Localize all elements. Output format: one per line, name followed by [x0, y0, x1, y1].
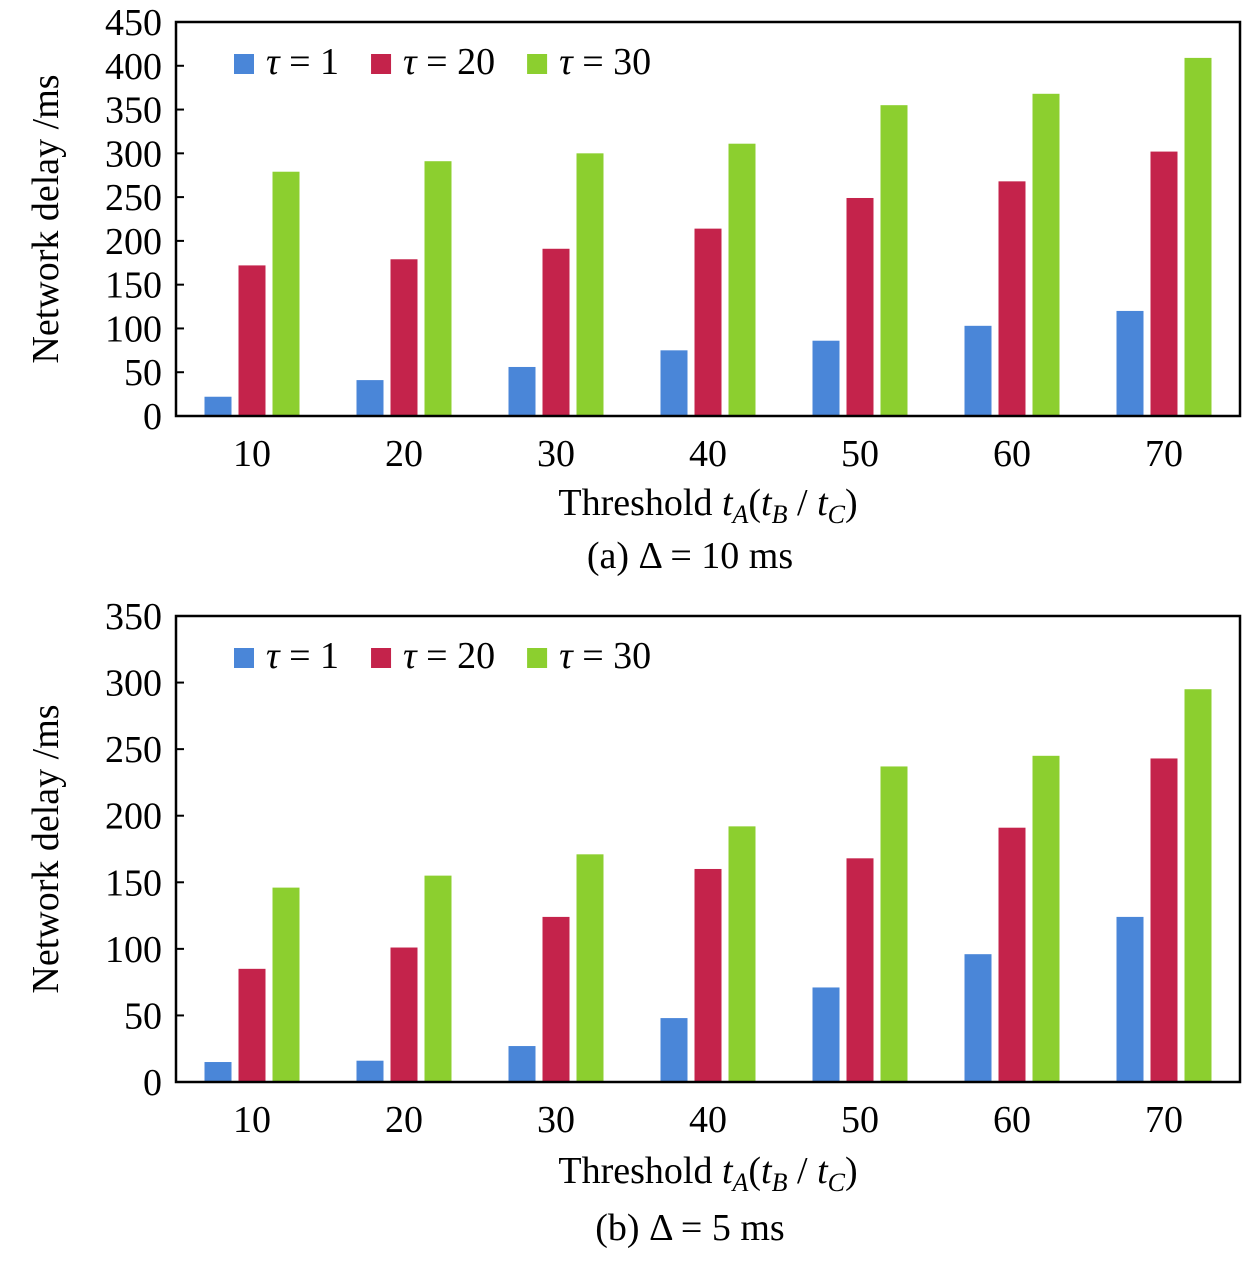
legend-label-2: τ = 20 [403, 41, 495, 83]
bar-b-s3-70 [1184, 689, 1212, 1082]
y-tick-label: 50 [124, 352, 162, 394]
bar-b-s2-20 [390, 947, 418, 1082]
bar-a-s1-10 [204, 396, 232, 416]
bar-a-s1-60 [964, 325, 992, 416]
bar-b-s1-70 [1116, 916, 1144, 1082]
legend-swatch-2 [371, 54, 392, 74]
y-tick-label: 200 [105, 221, 162, 263]
bar-a-s3-20 [424, 161, 452, 416]
bar-a-s2-40 [694, 228, 722, 416]
y-tick-label: 250 [105, 729, 162, 771]
bar-b-s2-40 [694, 868, 722, 1082]
bar-b-s2-30 [542, 916, 570, 1082]
bar-a-s1-70 [1116, 310, 1144, 416]
y-tick-label: 450 [105, 2, 162, 44]
x-tick-label: 20 [385, 433, 423, 475]
bar-b-s1-50 [812, 987, 840, 1082]
bar-a-s1-30 [508, 366, 536, 416]
y-tick-label: 100 [105, 308, 162, 350]
chart-caption: (a) Δ = 10 ms [587, 535, 793, 577]
bar-a-s2-20 [390, 259, 418, 416]
chart-caption: (b) Δ = 5 ms [595, 1207, 784, 1249]
y-tick-label: 150 [105, 265, 162, 307]
bar-b-s3-60 [1032, 755, 1060, 1082]
x-tick-label: 50 [841, 433, 879, 475]
y-tick-label: 300 [105, 663, 162, 705]
bar-b-s3-30 [576, 854, 604, 1082]
y-tick-label: 350 [105, 90, 162, 132]
legend-swatch-3 [527, 54, 548, 74]
plot-frame [174, 614, 1242, 1084]
y-tick-label: 200 [105, 796, 162, 838]
bar-a-s2-50 [846, 197, 874, 416]
bar-b-s1-30 [508, 1046, 536, 1082]
bar-a-s3-60 [1032, 93, 1060, 416]
bar-b-s1-10 [204, 1062, 232, 1082]
bar-a-s1-50 [812, 340, 840, 416]
bar-a-s2-10 [238, 265, 266, 416]
legend-label-1: τ = 1 [266, 635, 339, 677]
legend-label-2: τ = 20 [403, 635, 495, 677]
bar-a-s3-30 [576, 153, 604, 417]
x-tick-label: 70 [1145, 433, 1183, 475]
legend-label-3: τ = 30 [559, 635, 651, 677]
x-tick-label: 30 [537, 1099, 575, 1141]
chart-panel-b: 0 50 100 150 200 250 300 350 10 20 30 40 50 60 70 Netwo… [25, 596, 1242, 1249]
x-axis-label: Threshold tA(tB / tC) [558, 1150, 857, 1197]
plot-frame [174, 20, 1242, 418]
bar-b-s3-40 [728, 826, 756, 1082]
bar-b-s2-70 [1150, 758, 1178, 1082]
bar-a-s3-40 [728, 143, 756, 417]
bar-b-s2-60 [998, 827, 1026, 1082]
y-tick-label: 50 [124, 995, 162, 1037]
bar-a-s3-50 [880, 105, 908, 416]
y-tick-label: 250 [105, 177, 162, 219]
bar-a-s2-30 [542, 248, 570, 416]
x-tick-label: 20 [385, 1099, 423, 1141]
bar-a-s3-70 [1184, 57, 1212, 417]
bar-b-s1-40 [660, 1018, 688, 1082]
x-tick-label: 50 [841, 1099, 879, 1141]
bar-a-s1-40 [660, 350, 688, 416]
bar-a-s2-60 [998, 181, 1026, 416]
x-tick-label: 30 [537, 433, 575, 475]
y-tick-label: 100 [105, 929, 162, 971]
x-axis-label: Threshold tA(tB / tC) [558, 482, 857, 529]
bar-b-s1-20 [356, 1060, 384, 1082]
x-tick-label: 10 [233, 1099, 271, 1141]
y-tick-label: 400 [105, 46, 162, 88]
x-tick-label: 60 [993, 1099, 1031, 1141]
y-tick-label: 350 [105, 596, 162, 638]
x-tick-label: 70 [1145, 1099, 1183, 1141]
x-tick-label: 10 [233, 433, 271, 475]
bar-b-s2-50 [846, 858, 874, 1082]
legend-label-1: τ = 1 [266, 41, 339, 83]
bar-a-s2-70 [1150, 151, 1178, 417]
y-tick-label: 0 [143, 396, 162, 438]
legend-label-3: τ = 30 [559, 41, 651, 83]
x-tick-label: 40 [689, 433, 727, 475]
bar-b-s1-60 [964, 954, 992, 1082]
bar-a-s1-20 [356, 380, 384, 416]
bar-a-s3-10 [272, 171, 300, 416]
bar-b-s3-20 [424, 875, 452, 1082]
legend-swatch-3 [527, 648, 548, 668]
y-tick-label: 300 [105, 133, 162, 175]
y-tick-label: 0 [143, 1062, 162, 1104]
x-tick-label: 40 [689, 1099, 727, 1141]
legend-swatch-1 [234, 54, 254, 74]
bar-b-s2-10 [238, 968, 266, 1082]
y-axis-label: Network delay /ms [25, 704, 67, 993]
y-tick-label: 150 [105, 862, 162, 904]
y-axis-label: Network delay /ms [25, 74, 67, 363]
legend-swatch-1 [234, 648, 254, 668]
legend-swatch-2 [371, 648, 392, 668]
bar-b-s3-50 [880, 766, 908, 1082]
bar-b-s3-10 [272, 887, 300, 1082]
x-tick-label: 60 [993, 433, 1031, 475]
